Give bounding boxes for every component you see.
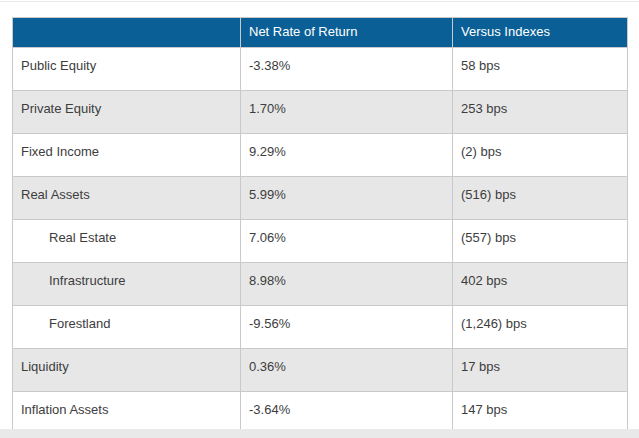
row-label-cell: Forestland	[13, 306, 241, 349]
header-row: Net Rate of Return Versus Indexes	[13, 18, 628, 48]
top-divider	[0, 1, 639, 2]
net-rate-cell: 5.99%	[241, 177, 453, 220]
versus-indexes-cell: 58 bps	[453, 48, 628, 91]
versus-indexes-cell: 402 bps	[453, 263, 628, 306]
row-label-cell: Private Equity	[13, 91, 241, 134]
row-label-cell: Real Estate	[13, 220, 241, 263]
table-row-public-equity: Public Equity -3.38% 58 bps	[13, 48, 628, 91]
versus-indexes-cell: 253 bps	[453, 91, 628, 134]
table-row-fixed-income: Fixed Income 9.29% (2) bps	[13, 134, 628, 177]
bottom-band	[0, 429, 639, 438]
table-row-liquidity: Liquidity 0.36% 17 bps	[13, 349, 628, 392]
row-label-cell: Liquidity	[13, 349, 241, 392]
row-label-cell: Public Equity	[13, 48, 241, 91]
net-rate-cell: -9.56%	[241, 306, 453, 349]
versus-indexes-cell: (516) bps	[453, 177, 628, 220]
versus-indexes-cell: (2) bps	[453, 134, 628, 177]
table-row-real-estate: Real Estate 7.06% (557) bps	[13, 220, 628, 263]
table-row-real-assets: Real Assets 5.99% (516) bps	[13, 177, 628, 220]
versus-indexes-cell: 17 bps	[453, 349, 628, 392]
versus-indexes-cell: (557) bps	[453, 220, 628, 263]
row-label-cell: Infrastructure	[13, 263, 241, 306]
performance-table: Net Rate of Return Versus Indexes Public…	[12, 17, 628, 435]
net-rate-cell: 0.36%	[241, 349, 453, 392]
versus-indexes-cell: (1,246) bps	[453, 306, 628, 349]
table-row-private-equity: Private Equity 1.70% 253 bps	[13, 91, 628, 134]
table-row-infrastructure: Infrastructure 8.98% 402 bps	[13, 263, 628, 306]
column-header-category	[13, 18, 241, 48]
net-rate-cell: 9.29%	[241, 134, 453, 177]
page: Net Rate of Return Versus Indexes Public…	[0, 0, 639, 438]
net-rate-cell: -3.38%	[241, 48, 453, 91]
table-row-forestland: Forestland -9.56% (1,246) bps	[13, 306, 628, 349]
row-label-cell: Real Assets	[13, 177, 241, 220]
net-rate-cell: 7.06%	[241, 220, 453, 263]
column-header-versus-indexes: Versus Indexes	[453, 18, 628, 48]
row-label-cell: Fixed Income	[13, 134, 241, 177]
net-rate-cell: 8.98%	[241, 263, 453, 306]
net-rate-cell: 1.70%	[241, 91, 453, 134]
column-header-net-rate-of-return: Net Rate of Return	[241, 18, 453, 48]
